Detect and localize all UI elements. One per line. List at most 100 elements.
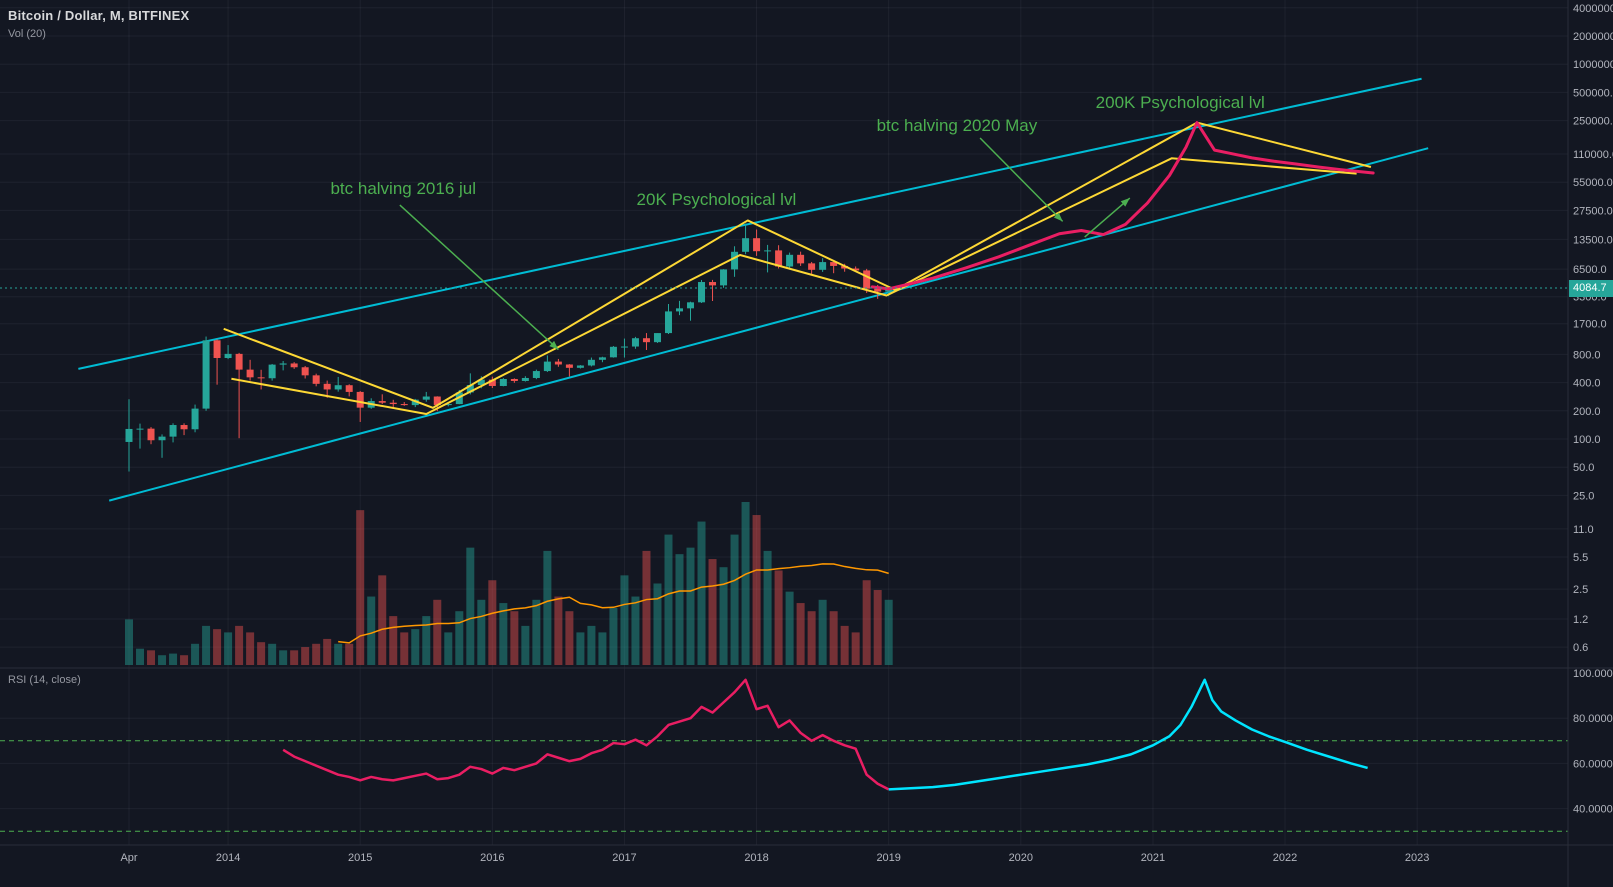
zigzag-line[interactable]: [231, 157, 1357, 415]
volume-bar: [466, 547, 475, 665]
candle: [576, 365, 584, 369]
rsi-projection-line[interactable]: [888, 678, 1368, 791]
price-axis-label: 250000.0: [1573, 116, 1613, 128]
price-axis-label: 100.0: [1573, 434, 1601, 446]
candle: [290, 362, 298, 369]
price-axis-label: 1.2: [1573, 614, 1588, 626]
price-axis-label: 400.0: [1573, 378, 1601, 390]
candle: [180, 423, 188, 436]
price-projection-line[interactable]: [870, 121, 1375, 291]
candle: [698, 279, 706, 303]
channel-lower-line[interactable]: [108, 147, 1429, 502]
annotation-arrow[interactable]: [399, 204, 559, 351]
candle: [191, 404, 199, 433]
annotation-text[interactable]: 20K Psychological lvl: [637, 190, 797, 209]
candle: [213, 339, 221, 385]
candle: [257, 369, 265, 390]
volume-bar: [884, 599, 893, 665]
volume-bar: [158, 655, 167, 665]
time-axis-label: 2020: [1009, 852, 1033, 864]
candle: [499, 377, 507, 387]
price-axis-label: 5.5: [1573, 552, 1588, 564]
trend-channel[interactable]: [78, 77, 1429, 502]
volume-bar: [697, 521, 706, 665]
price-axis-label: 2000000.0: [1573, 31, 1613, 43]
volume-bar: [213, 629, 222, 665]
volume-bar: [334, 643, 343, 665]
candle: [753, 229, 761, 256]
volume-bar: [774, 570, 783, 665]
candle: [125, 399, 133, 472]
volume-bar: [400, 632, 409, 665]
time-axis-label: 2015: [348, 852, 372, 864]
volume-bar: [433, 599, 442, 665]
candle: [400, 402, 408, 406]
volume-bar: [444, 632, 453, 665]
annotation-arrowhead: [549, 340, 559, 350]
annotation-text[interactable]: 200K Psychological lvl: [1096, 93, 1265, 112]
candle: [797, 251, 805, 266]
candle: [642, 333, 650, 350]
candle: [246, 359, 254, 381]
volume-bar: [224, 632, 233, 665]
candle: [323, 380, 331, 398]
candle: [224, 345, 232, 360]
candle: [587, 357, 595, 367]
volume-bar: [620, 575, 629, 665]
price-axis-label: 6500.0: [1573, 264, 1607, 276]
volume-bar: [829, 611, 838, 665]
candle: [863, 268, 871, 293]
rsi-axis-label: 60.0000: [1573, 758, 1613, 770]
volume-bar: [598, 632, 607, 665]
volume-bar: [785, 591, 794, 665]
candle: [687, 301, 695, 321]
price-axis-label: 1000000.0: [1573, 59, 1613, 71]
annotation-text[interactable]: btc halving 2016 jul: [330, 179, 476, 198]
volume-bar: [323, 638, 332, 665]
time-axis-label: 2021: [1141, 852, 1165, 864]
candle: [169, 423, 177, 443]
price-axis-label: 1700.0: [1573, 319, 1607, 331]
volume-bar: [521, 625, 530, 665]
volume-bar: [587, 625, 596, 665]
candle: [510, 378, 518, 383]
volume-bar: [279, 650, 288, 665]
time-axis-label: 2018: [744, 852, 768, 864]
price-axis-label: 50.0: [1573, 462, 1594, 474]
volume-bar: [675, 554, 684, 665]
volume-bar: [356, 510, 365, 665]
price-axis-label: 110000.0: [1573, 149, 1613, 161]
zigzag-line[interactable]: [223, 121, 1372, 409]
candle: [345, 384, 353, 397]
channel-upper-line[interactable]: [78, 77, 1422, 370]
rsi-plot: [0, 678, 1568, 832]
volume-bar: [411, 629, 420, 665]
volume-bar: [532, 599, 541, 665]
annotation-arrow[interactable]: [1084, 197, 1131, 238]
time-axis-labels[interactable]: Apr 2014 2015 2016 2017 2018 2019 2020 2021 2022 2…: [120, 852, 1429, 864]
price-axis-label: 4000000.0: [1573, 3, 1613, 15]
annotation-text[interactable]: btc halving 2020 May: [877, 116, 1038, 135]
volume-bar: [389, 616, 398, 665]
volume-bar: [510, 611, 519, 665]
candle: [720, 269, 728, 288]
candle: [609, 346, 617, 358]
pattern-zigzag[interactable]: [223, 121, 1372, 415]
volume-bar: [708, 559, 717, 665]
price-axis-label: 11.0: [1573, 524, 1594, 536]
candle: [279, 360, 287, 371]
volume-bar: [862, 580, 871, 665]
annotation-arrow[interactable]: [979, 137, 1064, 222]
candle: [235, 352, 243, 439]
volume-bar: [873, 590, 882, 665]
candle: [819, 258, 827, 272]
time-axis-label: 2022: [1273, 852, 1297, 864]
price-axis-label: 13500.0: [1573, 234, 1613, 246]
candle: [543, 355, 551, 372]
volume-bar: [301, 647, 310, 665]
candles: [125, 223, 893, 472]
volume-bar: [290, 650, 299, 665]
volume-bar: [136, 648, 145, 665]
annotations[interactable]: btc halving 2016 jul 20K Psychological lv…: [330, 93, 1265, 351]
